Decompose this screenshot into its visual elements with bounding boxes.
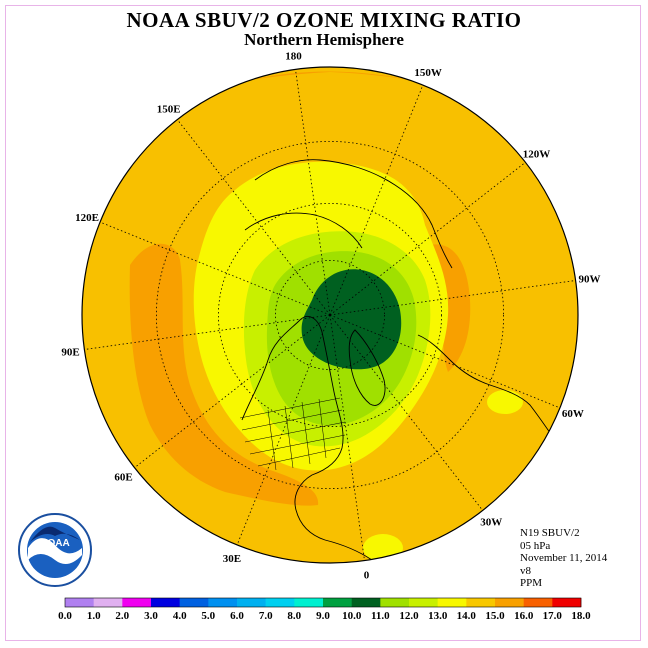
colorbar-swatch	[93, 598, 123, 607]
coast-north-america	[241, 316, 344, 541]
colorbar-tick-label: 1.0	[87, 610, 101, 622]
meridian-line	[329, 314, 483, 511]
longitude-label: 120E	[75, 212, 99, 224]
map-rim	[81, 66, 579, 564]
colorbar-swatch	[151, 598, 180, 607]
page-subtitle: Northern Hemisphere	[244, 30, 404, 49]
colorbar-swatch	[380, 598, 410, 607]
noaa-logo-bird	[30, 526, 80, 542]
colorbar-tick-label: 2.0	[115, 610, 129, 622]
colorbar-tick-label: 10.0	[342, 610, 362, 622]
page-title: NOAA SBUV/2 OZONE MIXING RATIO	[126, 8, 522, 32]
longitude-label: 150E	[157, 104, 181, 116]
colorbar-tick-label: 6.0	[230, 610, 244, 622]
coast-asia	[254, 159, 453, 269]
orange-band-pacific	[129, 243, 319, 506]
colorbar-tick-label: 18.0	[571, 610, 591, 622]
colorbar: 0.0 1.0 2.0 3.0 4.0 5.0 6.0 7.0 8.0 9.0 10.0 11.0 12…	[58, 597, 591, 622]
longitude-label: 90E	[61, 347, 79, 359]
image-frame	[5, 5, 641, 641]
colorbar-tick-label: 15.0	[485, 610, 505, 622]
colorbar-tick-label: 5.0	[201, 610, 215, 622]
longitude-label: 60E	[114, 471, 132, 483]
info-version: v8	[520, 564, 531, 577]
longitude-label: 30W	[480, 517, 502, 529]
colorbar-swatch	[409, 598, 438, 607]
info-panel: N19 SBUV/2 05 hPa November 11, 2014 v8 P…	[520, 527, 607, 590]
colorbar-tick-label: 4.0	[173, 610, 187, 622]
meridian-line	[295, 69, 331, 316]
yellow-patch-atlantic	[487, 390, 523, 414]
info-date: November 11, 2014	[520, 552, 608, 564]
longitude-label: 180	[285, 51, 302, 63]
colorbar-border	[64, 597, 582, 608]
latitude-circle	[217, 202, 442, 427]
colorbar-tick-label: 17.0	[543, 610, 563, 622]
colorbar-swatch	[179, 598, 209, 607]
coast-europe	[417, 334, 556, 441]
longitude-label: 30E	[223, 553, 241, 565]
coast-greenland	[348, 329, 386, 406]
colorbar-swatch	[437, 598, 467, 607]
colorbar-tick-label: 11.0	[371, 610, 390, 622]
meridian-line	[99, 221, 331, 316]
meridian-line	[134, 314, 331, 468]
meridian-line	[329, 314, 561, 409]
colorbar-swatch	[323, 598, 352, 607]
longitude-label: 0	[364, 570, 370, 582]
colorbar-tick-label: 0.0	[58, 610, 72, 622]
colorbar-swatch	[265, 598, 295, 607]
colorbar-tick-label: 13.0	[428, 610, 448, 622]
noaa-logo-text: NOAA	[40, 538, 69, 549]
colorbar-swatch	[552, 598, 582, 607]
longitude-labels: 90E 60E 30E 0 30W 60W 90W 120W 150W 180 150E 120E	[61, 51, 600, 582]
info-units: PPM	[520, 577, 543, 589]
orange-band-north-rim	[250, 71, 420, 82]
longitude-label: 150W	[414, 67, 442, 79]
usa-state-grid	[239, 397, 346, 471]
colorbar-swatch	[208, 598, 238, 607]
colorbar-swatch	[351, 598, 381, 607]
dark-green-core	[301, 269, 402, 370]
colorbar-tick-label: 9.0	[316, 610, 330, 622]
colorbar-tick-label: 14.0	[457, 610, 477, 622]
meridian-line	[177, 119, 331, 316]
info-instrument: N19 SBUV/2	[520, 527, 580, 539]
colorbar-swatch	[495, 598, 524, 607]
noaa-logo: NOAA	[18, 513, 92, 587]
colorbar-swatch	[294, 598, 324, 607]
meridian-line	[236, 314, 331, 546]
meridian-line	[329, 84, 424, 316]
colorbar-swatch	[65, 598, 94, 607]
colorbar-swatch	[237, 598, 266, 607]
colorbar-tick-label: 3.0	[144, 610, 158, 622]
longitude-label: 90W	[579, 274, 601, 286]
colorbar-tick-label: 7.0	[259, 610, 273, 622]
colorbar-tick-label: 8.0	[287, 610, 301, 622]
coast-siberia-inner	[244, 212, 363, 249]
colorbar-swatch	[122, 598, 152, 607]
colorbar-swatch	[466, 598, 496, 607]
latitude-circle	[155, 140, 505, 490]
latitude-circle	[275, 260, 385, 370]
colorbar-swatch	[523, 598, 553, 607]
meridian-line	[329, 280, 576, 316]
meridian-line	[84, 314, 331, 350]
meridian-line	[329, 162, 526, 316]
longitude-label: 60W	[562, 408, 584, 420]
meridian-line	[329, 314, 365, 561]
graticule	[84, 69, 576, 561]
info-pressure: 05 hPa	[520, 539, 551, 552]
noaa-logo-wave	[28, 538, 82, 564]
longitude-label: 120W	[523, 149, 551, 161]
colorbar-tick-label: 16.0	[514, 610, 534, 622]
colorbar-tick-label: 12.0	[399, 610, 419, 622]
